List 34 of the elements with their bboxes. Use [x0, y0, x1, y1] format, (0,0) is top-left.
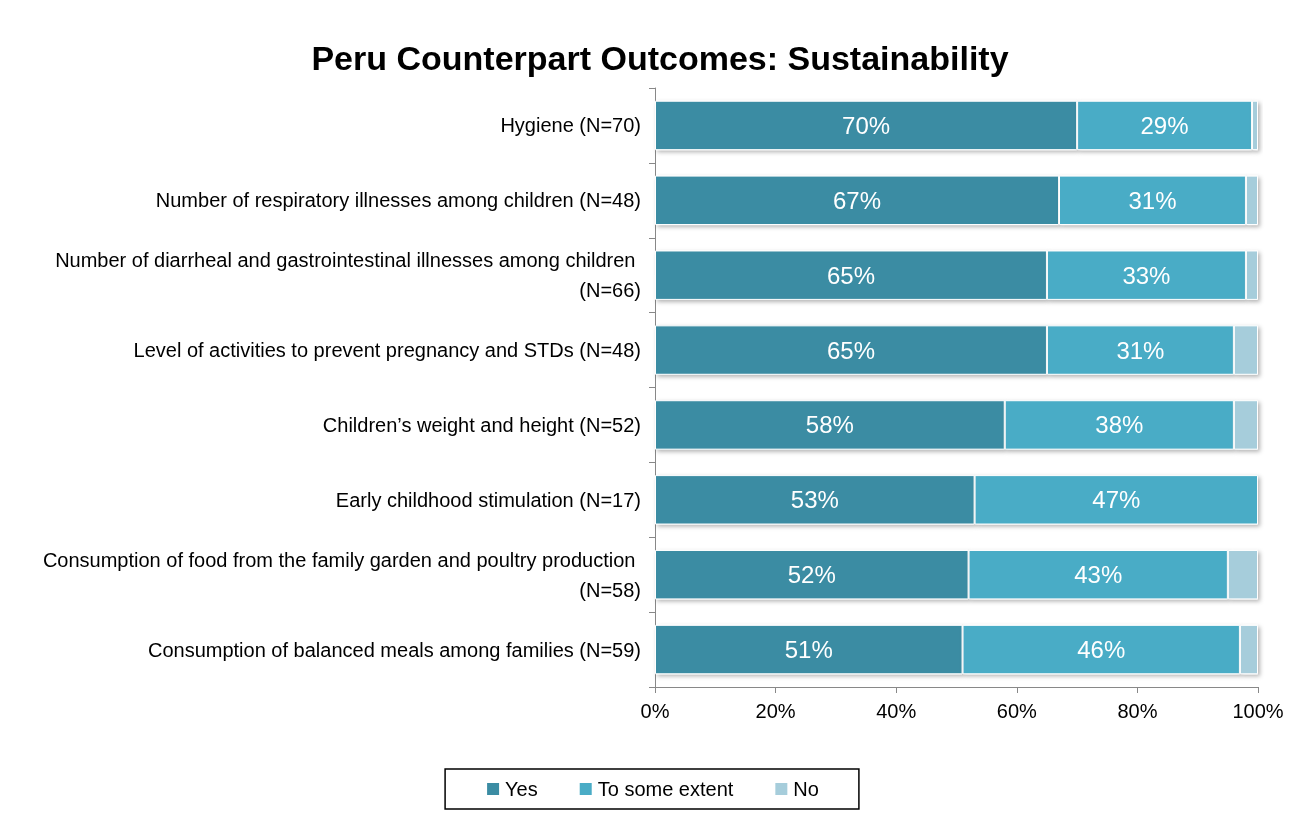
- data-label: 51%: [784, 636, 833, 664]
- x-tick-label: 20%: [755, 700, 796, 722]
- chart-title: Peru Counterpart Outcomes: Sustainability: [311, 39, 1009, 77]
- data-label: 70%: [842, 111, 891, 139]
- data-label: 53%: [790, 486, 839, 514]
- data-label: 65%: [826, 336, 875, 364]
- data-label: 47%: [1092, 486, 1141, 514]
- x-tick-label: 0%: [640, 700, 670, 722]
- y-tick-label: Number of respiratory illnesses among children (N=48): [155, 189, 641, 212]
- data-label: 33%: [1122, 261, 1171, 289]
- x-tick-label: 80%: [1117, 700, 1158, 722]
- data-label: 43%: [1074, 561, 1123, 589]
- x-tick-label: 100%: [1232, 700, 1284, 722]
- data-label: 46%: [1077, 636, 1126, 664]
- y-tick-label: Level of activities to prevent pregnancy and STDs (N=48): [133, 339, 641, 362]
- data-label: 67%: [832, 186, 882, 214]
- data-label: 31%: [1128, 186, 1177, 214]
- data-label: 52%: [787, 561, 836, 589]
- data-label: 65%: [826, 261, 875, 289]
- y-tick-label: Early childhood stimulation (N=17): [335, 488, 641, 511]
- legend-label: To some extent: [597, 778, 734, 800]
- x-tick-label: 60%: [996, 700, 1038, 722]
- legend-label: Yes: [505, 778, 538, 800]
- data-label: 29%: [1140, 111, 1189, 139]
- y-tick-label: Consumption of food from the family garden and poultry production (N=58): [42, 548, 641, 601]
- data-label: 38%: [1095, 411, 1144, 439]
- data-label: 58%: [805, 411, 854, 439]
- x-tick-label: 40%: [876, 700, 917, 722]
- y-tick-label: Number of diarrheal and gastrointestinal illnesses among children (N=66): [55, 249, 641, 302]
- y-tick-label: Hygiene (N=70): [500, 114, 641, 137]
- y-tick-label: Consumption of balanced meals among families (N=59): [147, 638, 641, 661]
- data-label: 31%: [1116, 336, 1165, 364]
- legend-label: No: [793, 778, 819, 800]
- y-tick-label: Children’s weight and height (N=52): [322, 413, 641, 436]
